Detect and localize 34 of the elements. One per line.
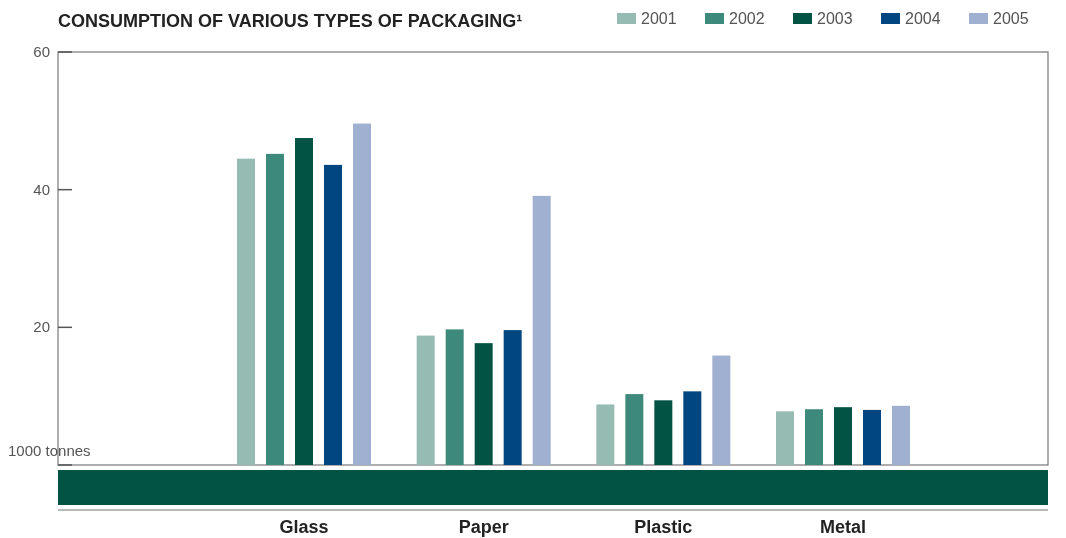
bar [596, 404, 615, 465]
bar [324, 164, 342, 465]
bar [266, 153, 284, 465]
bar [712, 355, 731, 465]
bar [295, 138, 313, 465]
bar [654, 400, 673, 465]
legend-label: 2002 [729, 10, 765, 27]
y-axis-title: 1000 tonnes [8, 442, 91, 459]
bar [237, 158, 255, 465]
x-tick-label: Paper [458, 517, 509, 537]
y-tick-label: 60 [33, 43, 50, 60]
legend-label: 2001 [641, 10, 677, 27]
legend-label: 2004 [905, 10, 941, 27]
bar [625, 394, 644, 465]
bar [776, 411, 794, 465]
legend-label: 2003 [817, 10, 853, 27]
bar [353, 123, 371, 465]
bar [805, 409, 823, 465]
bar [892, 405, 910, 465]
bar [834, 407, 852, 465]
bar [683, 391, 702, 465]
chart-title: CONSUMPTION OF VARIOUS TYPES OF PACKAGING¹ [58, 11, 523, 31]
bar [532, 195, 551, 465]
bar [474, 343, 493, 465]
legend-label: 2005 [993, 10, 1029, 27]
bar [416, 335, 435, 465]
y-tick-label: 20 [33, 318, 50, 336]
y-tick-label: 40 [33, 180, 50, 198]
x-tick-label: Glass [279, 517, 329, 537]
bar [503, 330, 522, 465]
bar [863, 409, 881, 465]
x-tick-label: Metal [819, 517, 867, 537]
x-tick-label: Plastic [634, 517, 693, 537]
bar [445, 329, 464, 465]
